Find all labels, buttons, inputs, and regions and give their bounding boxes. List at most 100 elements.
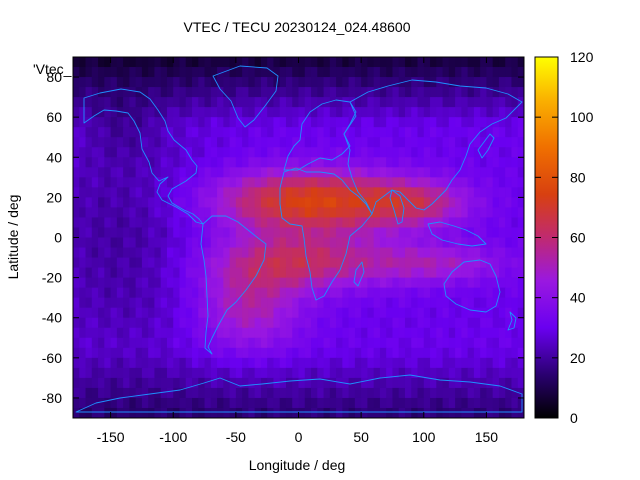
heat-cell (123, 257, 130, 269)
heat-cell (173, 247, 181, 259)
heat-cell (404, 147, 412, 158)
heat-cell (148, 127, 156, 138)
heat-cell (342, 327, 350, 339)
heat-cell (423, 257, 431, 269)
heat-cell (436, 327, 444, 339)
heat-cell (85, 337, 93, 349)
heat-cell (423, 267, 431, 279)
heat-cell (442, 307, 450, 319)
heat-cell (123, 127, 130, 138)
heat-cell (461, 147, 469, 158)
heat-cell (442, 217, 450, 229)
heat-cell (492, 367, 500, 379)
heat-cell (273, 237, 281, 249)
heat-cell (311, 267, 318, 279)
heat-cell (73, 397, 80, 409)
heat-cell (73, 277, 80, 289)
heat-cell (79, 187, 87, 198)
heat-cell (430, 127, 437, 138)
heat-cell (398, 57, 406, 68)
heat-cell (342, 257, 350, 269)
heat-cell (242, 207, 249, 219)
heat-cell (285, 327, 293, 339)
heat-cell (267, 187, 275, 198)
heat-cell (354, 107, 362, 118)
heat-cell (292, 117, 300, 128)
heat-cell (492, 57, 500, 68)
heat-cell (179, 297, 187, 309)
heat-cell (279, 347, 287, 359)
heat-cell (98, 227, 105, 239)
heat-cell (285, 127, 293, 138)
heat-cell (436, 147, 444, 158)
heat-cell (260, 87, 268, 98)
heat-cell (248, 147, 256, 158)
heat-cell (317, 117, 325, 128)
heat-cell (367, 407, 375, 418)
heat-cell (166, 307, 174, 319)
heat-cell (79, 277, 87, 289)
heat-cell (342, 307, 350, 319)
heat-cell (342, 137, 350, 148)
heat-cell (492, 387, 500, 399)
heat-cell (173, 397, 181, 409)
heat-cell (292, 397, 300, 409)
heat-cell (217, 317, 224, 329)
heat-cell (467, 77, 475, 88)
heat-cell (398, 367, 406, 379)
heat-cell (141, 227, 149, 239)
heat-cell (298, 327, 306, 339)
heat-cell (417, 77, 425, 88)
heat-cell (323, 387, 331, 399)
heat-cell (430, 177, 437, 188)
heat-cell (436, 157, 444, 168)
heat-cell (492, 357, 500, 369)
heat-cell (304, 277, 312, 289)
heat-cell (467, 387, 475, 399)
heat-cell (317, 237, 325, 249)
heat-cell (141, 357, 149, 369)
heat-cell (492, 267, 500, 279)
heat-cell (442, 407, 450, 418)
heat-cell (404, 127, 412, 138)
heat-cell (192, 127, 199, 138)
heat-cell (123, 377, 130, 389)
heat-cell (273, 307, 281, 319)
heat-cell (317, 267, 325, 279)
heat-cell (329, 347, 337, 359)
heat-cell (492, 127, 500, 138)
heat-cell (455, 367, 462, 379)
heat-cell (141, 387, 149, 399)
heat-cell (173, 177, 181, 188)
heat-cell (392, 77, 400, 88)
heat-cell (467, 337, 475, 349)
heat-cell (223, 267, 231, 279)
heat-cell (417, 267, 425, 279)
heat-cell (336, 57, 343, 68)
heat-cell (498, 317, 506, 329)
heat-cell (392, 247, 400, 259)
heat-cell (348, 157, 356, 168)
heat-cell (104, 407, 112, 418)
heat-cell (135, 107, 143, 118)
heat-cell (417, 367, 425, 379)
heat-cell (166, 407, 174, 418)
heat-cell (361, 97, 368, 108)
heat-cell (129, 107, 137, 118)
heat-cell (217, 197, 224, 209)
heat-cell (329, 387, 337, 399)
heat-cell (498, 307, 506, 319)
heat-cell (160, 317, 168, 329)
heat-cell (348, 307, 356, 319)
heat-cell (254, 327, 262, 339)
heat-cell (98, 307, 105, 319)
heat-cell (154, 347, 162, 359)
heat-cell (329, 77, 337, 88)
heat-cell (323, 197, 331, 209)
heat-cell (104, 187, 112, 198)
y-tick-label: -60 (42, 350, 62, 366)
heat-cell (229, 147, 237, 158)
heat-cell (79, 167, 87, 178)
heat-cell (110, 77, 118, 88)
heat-cell (317, 407, 325, 418)
